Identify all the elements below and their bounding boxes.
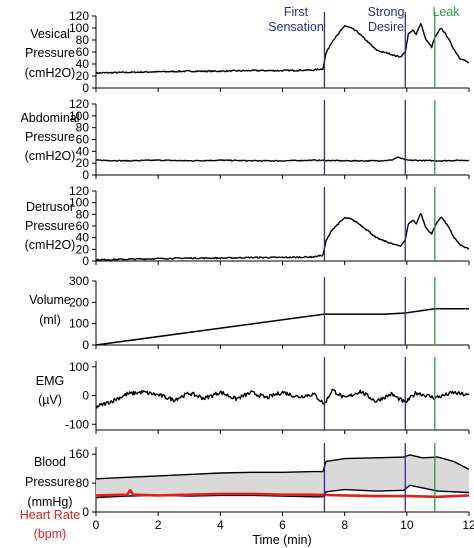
y-tick-label-emg: -100 xyxy=(65,417,89,431)
y-tick-label-abdominal: 120 xyxy=(69,97,89,111)
y-tick-label-volume: 200 xyxy=(69,295,89,309)
panel-label-blood: (mmHg) xyxy=(27,495,72,509)
y-tick-label-detrusor: 120 xyxy=(69,184,89,198)
x-tick-label: 0 xyxy=(93,518,100,532)
y-tick-label-vesical: 100 xyxy=(69,21,89,35)
y-tick-label-emg: 100 xyxy=(69,360,89,374)
y-tick-label-abdominal: 60 xyxy=(76,133,90,147)
y-tick-label-abdominal: 80 xyxy=(76,121,90,135)
y-tick-label-abdominal: 100 xyxy=(69,109,89,123)
panel-label-emg: (µV) xyxy=(38,393,62,407)
y-tick-label-abdominal: 20 xyxy=(76,156,90,170)
event-label-strong-desire: Desire xyxy=(368,20,404,34)
y-tick-label-vesical: 60 xyxy=(76,45,90,59)
panel-label-volume: (ml) xyxy=(39,313,61,327)
panel-label-vesical: Pressure xyxy=(25,46,75,60)
event-label-leak: Leak xyxy=(432,5,460,19)
event-label-first-sensation: Sensation xyxy=(268,20,324,34)
panel-extra-label-blood: Heart Rate xyxy=(20,508,80,522)
panel-label-abdominal: Abdominal xyxy=(20,111,79,125)
blood-pressure-band xyxy=(96,454,469,498)
y-tick-label-abdominal: 40 xyxy=(76,144,90,158)
y-tick-label-vesical: 20 xyxy=(76,69,90,83)
series-line-detrusor xyxy=(95,213,470,262)
panel-label-vesical: (cmH2O) xyxy=(25,66,76,80)
y-tick-label-blood: 80 xyxy=(76,476,90,490)
panel-label-detrusor: (cmH2O) xyxy=(25,238,76,252)
x-tick-label: 2 xyxy=(155,518,162,532)
x-tick-label: 6 xyxy=(279,518,286,532)
series-line-emg xyxy=(95,388,470,409)
panel-label-abdominal: (cmH2O) xyxy=(25,149,76,163)
y-tick-label-detrusor: 80 xyxy=(76,207,90,221)
panel-label-emg: EMG xyxy=(36,374,64,388)
panel-label-volume: Volume xyxy=(29,293,71,307)
y-tick-label-abdominal: 0 xyxy=(82,168,89,182)
y-tick-label-detrusor: 60 xyxy=(76,219,90,233)
panel-label-vesical: Vesical xyxy=(30,27,70,41)
panel-extra-label-blood: (bpm) xyxy=(34,527,67,541)
y-tick-label-volume: 100 xyxy=(69,317,89,331)
y-tick-label-detrusor: 0 xyxy=(82,254,89,268)
y-tick-label-vesical: 120 xyxy=(69,9,89,23)
panel-label-blood: Blood xyxy=(34,455,66,469)
y-tick-label-blood: 0 xyxy=(82,505,89,519)
series-line-blood-heart-rate xyxy=(95,489,470,499)
y-tick-label-vesical: 40 xyxy=(76,57,90,71)
event-label-first-sensation: First xyxy=(284,5,309,19)
panel-label-detrusor: Pressure xyxy=(25,219,75,233)
y-tick-label-volume: 0 xyxy=(82,338,89,352)
panel-label-abdominal: Pressure xyxy=(25,130,75,144)
x-tick-label: 10 xyxy=(400,518,414,532)
series-line-volume xyxy=(95,307,469,346)
y-tick-label-vesical: 80 xyxy=(76,33,90,47)
x-axis-label: Time (min) xyxy=(252,533,311,547)
panel-label-blood: Pressure xyxy=(25,475,75,489)
series-line-abdominal xyxy=(95,156,470,162)
panel-label-detrusor: Detrusor xyxy=(26,200,74,214)
x-tick-label: 4 xyxy=(217,518,224,532)
y-tick-label-vesical: 0 xyxy=(82,81,89,95)
series-line-vesical xyxy=(95,22,470,75)
y-tick-label-blood: 160 xyxy=(69,447,89,461)
x-tick-label: 12 xyxy=(462,518,474,532)
event-label-strong-desire: Strong xyxy=(368,5,405,19)
y-tick-label-detrusor: 100 xyxy=(69,196,89,210)
y-tick-label-detrusor: 40 xyxy=(76,231,90,245)
y-tick-label-emg: 0 xyxy=(82,389,89,403)
x-tick-label: 8 xyxy=(341,518,348,532)
y-tick-label-detrusor: 20 xyxy=(76,242,90,256)
y-tick-label-volume: 300 xyxy=(69,274,89,288)
